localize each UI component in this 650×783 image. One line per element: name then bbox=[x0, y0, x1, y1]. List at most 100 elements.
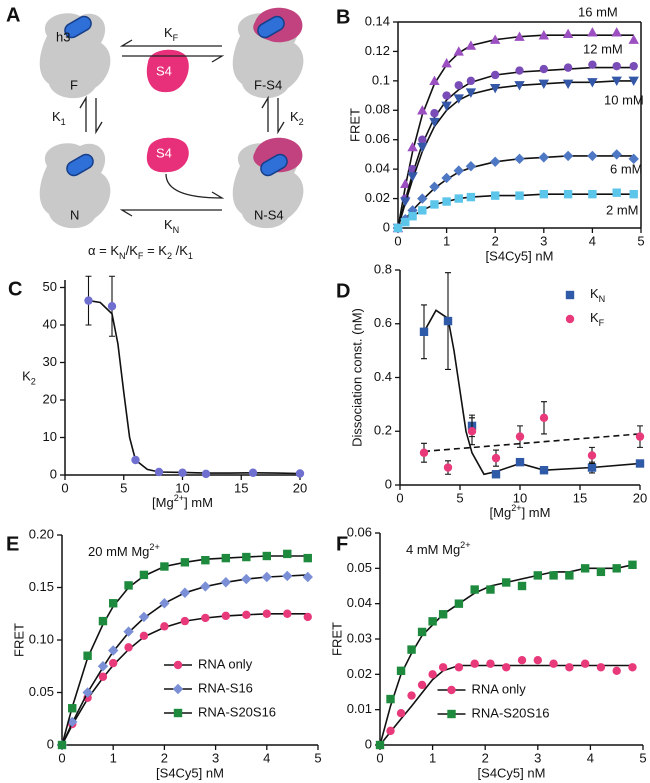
panel-label: F bbox=[336, 533, 348, 555]
y-tick-label: 0 bbox=[383, 219, 390, 234]
marker bbox=[611, 76, 622, 87]
rate-label: KN bbox=[164, 217, 179, 235]
marker bbox=[580, 659, 590, 668]
x-tick-label: 5 bbox=[314, 750, 321, 765]
marker bbox=[491, 70, 500, 80]
marker bbox=[429, 181, 440, 192]
text-part: N bbox=[599, 294, 606, 304]
marker bbox=[417, 627, 427, 637]
text-part: N bbox=[173, 225, 180, 235]
marker bbox=[438, 610, 448, 619]
marker bbox=[124, 643, 133, 652]
panel-a: A h3 F F-S4 S4 N N-S4 S4 KF K1 K2 KN α =… bbox=[6, 4, 304, 261]
text-part: 1 bbox=[61, 117, 66, 127]
x-axis-label: [S4Cy5] nM bbox=[156, 765, 224, 780]
marker bbox=[262, 609, 271, 618]
y-tick-label: 0.02 bbox=[347, 666, 372, 681]
x-tick-label: 15 bbox=[234, 480, 248, 495]
series-label: 6 mM bbox=[610, 161, 643, 176]
marker bbox=[407, 691, 416, 700]
legend-marker bbox=[565, 290, 575, 300]
x-tick-label: 5 bbox=[639, 750, 646, 765]
marker bbox=[179, 587, 191, 598]
marker bbox=[97, 661, 109, 672]
text-part: = K bbox=[143, 243, 167, 258]
marker bbox=[83, 651, 92, 660]
y-tick-label: 20 bbox=[43, 391, 57, 406]
marker bbox=[430, 109, 439, 118]
marker bbox=[587, 150, 598, 162]
x-tick-label: 20 bbox=[633, 490, 647, 505]
marker bbox=[139, 631, 149, 640]
marker bbox=[430, 200, 439, 209]
text-part: K bbox=[22, 369, 31, 384]
text-part: 2 bbox=[299, 117, 304, 127]
marker bbox=[539, 466, 549, 475]
text-part: K bbox=[590, 286, 599, 301]
marker bbox=[429, 75, 440, 86]
y-tick-label: 40 bbox=[43, 316, 57, 331]
panel-label: A bbox=[6, 4, 20, 26]
marker bbox=[539, 64, 548, 74]
marker bbox=[628, 76, 639, 87]
marker bbox=[442, 197, 451, 206]
series-label: 2 mM bbox=[606, 202, 639, 217]
legend-marker bbox=[565, 314, 575, 324]
legend-label: RNA only bbox=[198, 656, 253, 671]
x-tick-label: 4 bbox=[263, 750, 270, 765]
marker bbox=[138, 611, 150, 623]
marker bbox=[221, 611, 231, 621]
y-tick-label: 0.08 bbox=[365, 102, 390, 117]
x-axis-label: [S4Cy5] nM bbox=[478, 765, 546, 780]
marker bbox=[635, 459, 645, 468]
marker bbox=[375, 740, 385, 750]
marker bbox=[549, 571, 558, 580]
marker bbox=[629, 189, 638, 199]
marker bbox=[67, 716, 78, 728]
marker bbox=[282, 570, 293, 582]
fit-line bbox=[61, 574, 308, 746]
x-tick-label: 0 bbox=[376, 750, 383, 765]
marker bbox=[612, 666, 621, 675]
state-label: F bbox=[70, 77, 78, 92]
x-tick-label: 15 bbox=[573, 490, 587, 505]
text-part: 2+ bbox=[149, 542, 159, 552]
x-tick-label: 5 bbox=[637, 233, 644, 248]
x-tick-label: 0 bbox=[58, 750, 65, 765]
marker bbox=[82, 687, 93, 698]
marker bbox=[154, 467, 164, 477]
marker bbox=[611, 149, 622, 160]
marker bbox=[491, 453, 501, 463]
marker bbox=[538, 30, 549, 40]
marker bbox=[262, 551, 271, 561]
marker bbox=[565, 571, 574, 580]
series-label: 16 mM bbox=[578, 4, 618, 19]
x-tick-label: 2 bbox=[161, 750, 168, 765]
x-tick-label: 10 bbox=[513, 490, 527, 505]
marker bbox=[453, 94, 464, 104]
y-tick-label: 0.03 bbox=[347, 630, 372, 645]
marker bbox=[283, 549, 292, 559]
y-tick-label: 0.02 bbox=[365, 190, 390, 205]
marker bbox=[84, 296, 93, 305]
marker bbox=[220, 577, 232, 588]
marker bbox=[57, 740, 67, 750]
marker bbox=[441, 101, 452, 112]
y-tick-label: 0.06 bbox=[365, 131, 390, 146]
state-label: F-S4 bbox=[254, 77, 282, 92]
x-tick-label: 4 bbox=[587, 750, 594, 765]
text-part: K bbox=[164, 25, 173, 40]
s4-free bbox=[146, 137, 189, 173]
state-label: N bbox=[70, 207, 79, 222]
x-tick-label: 1 bbox=[429, 750, 436, 765]
marker bbox=[611, 27, 622, 37]
marker bbox=[470, 659, 479, 668]
marker bbox=[502, 578, 511, 587]
marker bbox=[283, 609, 292, 618]
x-tick-label: 20 bbox=[293, 480, 307, 495]
y-tick-label: 0 bbox=[47, 736, 54, 751]
y-tick-label: 50 bbox=[43, 279, 57, 294]
x-tick-label: 1 bbox=[443, 233, 450, 248]
y-tick-label: 0 bbox=[50, 466, 57, 481]
legend-marker bbox=[447, 709, 456, 719]
